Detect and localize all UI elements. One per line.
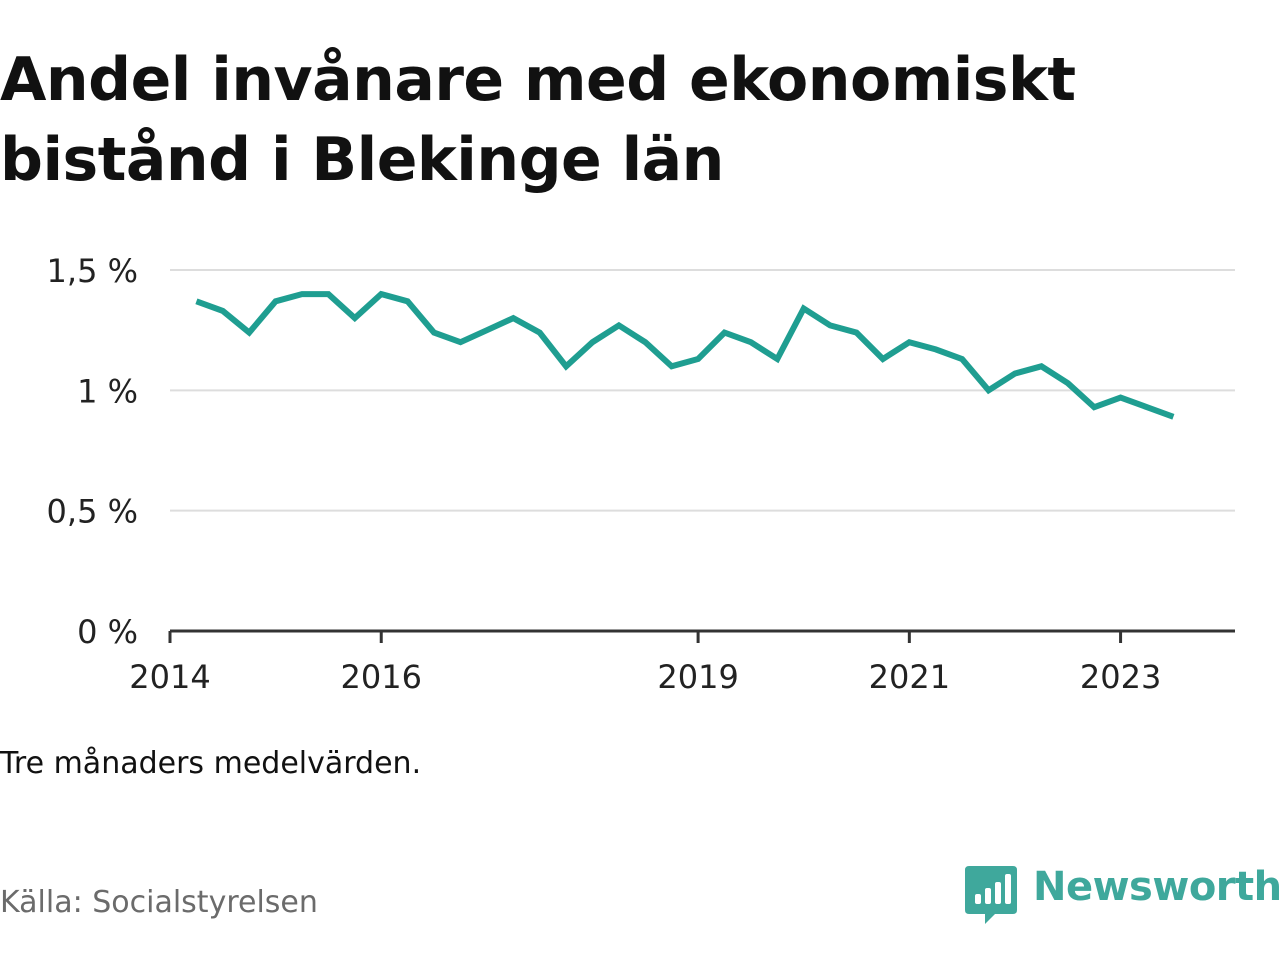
data-point [486, 329, 488, 331]
brand-name: Newsworthy [1033, 864, 1280, 910]
data-point [750, 341, 752, 343]
data-point [380, 293, 382, 295]
chart-note: Tre månaders medelvärden. [0, 746, 422, 781]
data-point [539, 332, 541, 334]
data-point [618, 324, 620, 326]
line-chart: 0 % 0,5 % 1 % 1,5 % 2014 2016 2019 2021 2023 [47, 252, 1235, 696]
x-tick-label: 2021 [869, 658, 950, 696]
data-point [1067, 382, 1069, 384]
x-tick-label: 2023 [1080, 658, 1161, 696]
x-tick-label: 2016 [341, 658, 422, 696]
data-point [354, 317, 356, 319]
data-point [856, 332, 858, 334]
data-point [988, 389, 990, 391]
data-point [961, 358, 963, 360]
source-credit: Källa: Socialstyrelsen [0, 885, 318, 920]
data-point [829, 324, 831, 326]
series [195, 290, 1175, 420]
x-axis [168, 629, 1235, 643]
gridlines [170, 269, 1235, 512]
data-point [935, 348, 937, 350]
x-tick-label: 2019 [657, 658, 738, 696]
data-point [1146, 406, 1148, 408]
data-point [433, 332, 435, 334]
data-point [1014, 373, 1016, 375]
data-point [1120, 397, 1122, 399]
data-point [327, 293, 329, 295]
data-point [697, 358, 699, 360]
y-axis-labels: 0 % 0,5 % 1 % 1,5 % [47, 252, 138, 651]
y-tick-label: 0 % [77, 613, 138, 651]
data-point [301, 293, 303, 295]
data-point [776, 358, 778, 360]
data-point [275, 300, 277, 302]
data-point [882, 358, 884, 360]
data-point [565, 365, 567, 367]
x-axis-labels: 2014 2016 2019 2021 2023 [129, 658, 1161, 696]
data-point [195, 300, 197, 302]
data-point [592, 341, 594, 343]
data-point [1040, 365, 1042, 367]
x-tick-label: 2014 [129, 658, 210, 696]
data-point [1172, 416, 1174, 418]
data-point [222, 310, 224, 312]
data-point [908, 341, 910, 343]
data-point [460, 341, 462, 343]
bar-chart-speech-bubble-icon [965, 866, 1017, 924]
chart-title: Andel invånare med ekonomiskt bistånd i … [0, 45, 1076, 195]
data-point [248, 332, 250, 334]
y-tick-label: 1,5 % [47, 252, 138, 290]
y-tick-label: 1 % [77, 372, 138, 410]
data-point [644, 341, 646, 343]
data-point [671, 365, 673, 367]
data-point [803, 308, 805, 310]
data-point [407, 300, 409, 302]
y-tick-label: 0,5 % [47, 493, 138, 531]
data-point [724, 332, 726, 334]
data-point [1093, 406, 1095, 408]
brand-logo: Newsworthy [963, 862, 1280, 928]
series-line [195, 290, 1175, 420]
data-point [512, 317, 514, 319]
